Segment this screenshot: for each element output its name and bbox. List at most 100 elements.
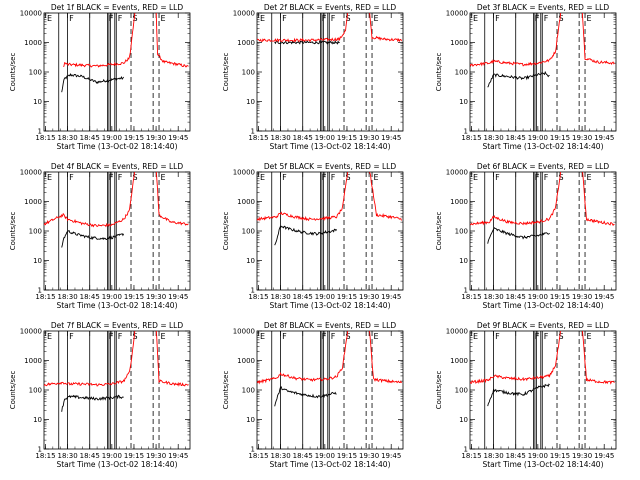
event-marker-label: F	[109, 332, 114, 341]
y-tick-label: 1	[38, 287, 42, 295]
plot-frame	[469, 171, 617, 291]
event-marker-label: F	[282, 14, 287, 23]
lld-series-line	[470, 13, 615, 67]
event-marker-label: F	[544, 14, 549, 23]
x-tick-label: 18:45	[293, 134, 313, 142]
x-axis-label: Start Time (13-Oct-02 18:14:40)	[269, 142, 390, 151]
x-tick-label: 18:30	[58, 134, 78, 142]
event-marker-label: S	[346, 332, 351, 341]
event-marker-label: F	[495, 173, 500, 182]
panel-title: Det 6f BLACK = Events, RED = LLD	[477, 162, 610, 171]
x-tick-label: 18:15	[461, 293, 481, 301]
plot-frame	[469, 330, 617, 450]
y-tick-label: 10000	[233, 10, 255, 18]
x-tick-label: 19:45	[594, 293, 614, 301]
event-marker-label: E	[473, 332, 478, 341]
x-tick-label: 18:15	[35, 134, 55, 142]
panel-title: Det 5f BLACK = Events, RED = LLD	[264, 162, 397, 171]
y-tick-label: 100	[242, 69, 255, 77]
y-tick-label: 10000	[233, 169, 255, 177]
events-series-line	[487, 70, 550, 88]
detector-panel: Det 7f BLACK = Events, RED = LLD 1 10 100 10…	[9, 321, 191, 469]
x-tick-label: 18:30	[58, 452, 78, 460]
panel-title: Det 4f BLACK = Events, RED = LLD	[51, 162, 184, 171]
event-marker-label: E	[473, 14, 478, 23]
x-tick-label: 19:45	[168, 452, 188, 460]
event-marker-label: F	[118, 332, 123, 341]
event-marker-label: F	[69, 332, 74, 341]
y-axis-label: Counts/sec	[9, 53, 17, 92]
x-tick-label: 18:30	[484, 134, 504, 142]
y-tick-label: 10	[459, 416, 468, 424]
x-tick-label: 19:45	[594, 452, 614, 460]
event-marker-label: F	[331, 14, 336, 23]
lld-series-line	[63, 13, 189, 68]
x-tick-label: 18:15	[461, 134, 481, 142]
x-axis-label: Start Time (13-Oct-02 18:14:40)	[482, 142, 603, 151]
x-tick-label: 18:45	[293, 293, 313, 301]
events-series-line	[487, 383, 550, 407]
lld-series-line	[257, 13, 402, 43]
y-tick-label: 10	[246, 98, 255, 106]
y-tick-label: 100	[455, 387, 468, 395]
event-marker-label: F	[544, 332, 549, 341]
x-tick-label: 19:15	[550, 452, 570, 460]
event-marker-label: S	[133, 14, 138, 23]
y-tick-label: 1	[464, 287, 468, 295]
event-marker-label: F	[109, 173, 114, 182]
x-axis-label: Start Time (13-Oct-02 18:14:40)	[269, 460, 390, 469]
y-tick-label: 100	[242, 228, 255, 236]
x-tick-label: 19:30	[572, 452, 592, 460]
panel-title: Det 2f BLACK = Events, RED = LLD	[264, 3, 397, 12]
event-marker-label: E	[47, 332, 52, 341]
y-tick-label: 100	[455, 228, 468, 236]
x-axis-label: Start Time (13-Oct-02 18:14:40)	[482, 460, 603, 469]
x-axis-label: Start Time (13-Oct-02 18:14:40)	[56, 301, 177, 310]
x-tick-label: 18:15	[461, 452, 481, 460]
lld-series-line	[257, 331, 402, 385]
y-axis-label: Counts/sec	[435, 371, 443, 410]
x-axis-label: Start Time (13-Oct-02 18:14:40)	[269, 301, 390, 310]
y-axis-label: Counts/sec	[9, 371, 17, 410]
x-tick-label: 18:45	[80, 293, 100, 301]
y-axis-label: Counts/sec	[9, 212, 17, 251]
y-tick-label: 100	[29, 228, 42, 236]
y-tick-label: 10	[246, 257, 255, 265]
x-tick-label: 18:15	[35, 452, 55, 460]
x-tick-label: 18:45	[506, 452, 526, 460]
event-marker-label: E	[587, 332, 592, 341]
y-tick-label: 10000	[20, 328, 42, 336]
x-tick-label: 19:00	[102, 293, 122, 301]
event-marker-label: F	[109, 14, 114, 23]
detector-panel: Det 9f BLACK = Events, RED = LLD 1 10 100 10…	[435, 321, 617, 469]
x-tick-label: 19:15	[337, 134, 357, 142]
event-marker-label: F	[118, 14, 123, 23]
lld-series-line	[470, 172, 615, 227]
x-tick-label: 18:45	[80, 134, 100, 142]
x-tick-label: 19:00	[102, 134, 122, 142]
y-axis-label: Counts/sec	[435, 53, 443, 92]
detector-panel: Det 4f BLACK = Events, RED = LLD 1 10 100 10…	[9, 162, 191, 310]
detector-panel: Det 3f BLACK = Events, RED = LLD 1 10 100 10…	[435, 3, 617, 151]
y-tick-label: 1	[464, 128, 468, 136]
y-tick-label: 10	[459, 257, 468, 265]
x-tick-label: 19:45	[381, 293, 401, 301]
x-tick-label: 18:15	[248, 293, 268, 301]
x-tick-label: 19:45	[381, 452, 401, 460]
x-tick-label: 18:45	[506, 293, 526, 301]
event-marker-label: S	[346, 14, 351, 23]
plot-frame	[256, 330, 404, 450]
y-tick-label: 1000	[24, 198, 42, 206]
event-marker-label: F	[544, 173, 549, 182]
event-marker-label: F	[282, 173, 287, 182]
y-tick-label: 10	[33, 98, 42, 106]
y-tick-label: 1	[38, 446, 42, 454]
x-tick-label: 19:15	[550, 134, 570, 142]
y-axis-label: Counts/sec	[222, 212, 230, 251]
